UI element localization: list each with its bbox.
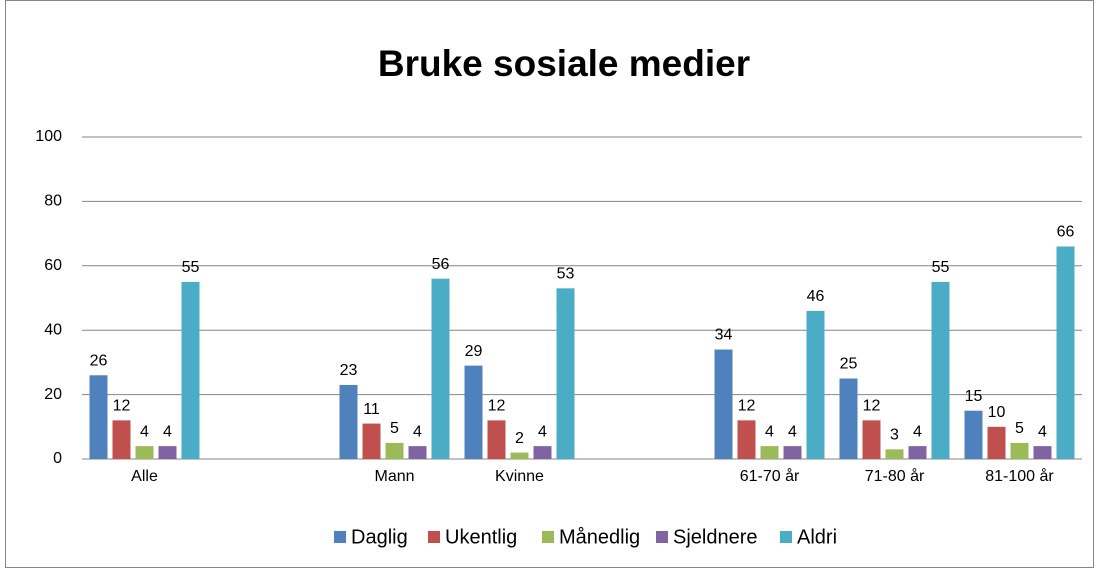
data-label: 4: [163, 423, 172, 440]
bar: [737, 420, 756, 459]
bar: [908, 446, 927, 459]
data-label: 12: [113, 398, 131, 415]
bar: [135, 446, 154, 459]
bar: [964, 410, 983, 459]
data-label: 5: [390, 420, 399, 437]
bar: [533, 446, 552, 459]
data-label: 15: [965, 388, 983, 405]
data-label: 4: [538, 423, 547, 440]
bar: [885, 449, 904, 459]
data-label: 23: [340, 362, 358, 379]
bar: [806, 310, 825, 459]
bar: [431, 278, 450, 459]
data-label: 12: [863, 398, 881, 415]
x-tick-label: Alle: [131, 468, 158, 485]
data-label: 4: [765, 423, 774, 440]
legend-label: Daglig: [351, 526, 408, 548]
bar: [112, 420, 131, 459]
y-tick-label: 0: [53, 450, 62, 467]
data-label: 12: [738, 398, 756, 415]
data-label: 66: [1057, 224, 1075, 241]
data-label: 2: [515, 430, 524, 447]
legend-swatch: [428, 531, 440, 543]
bar: [89, 375, 108, 459]
data-label: 25: [840, 356, 858, 373]
data-label: 29: [465, 343, 483, 360]
data-label: 55: [932, 259, 950, 276]
bar: [487, 420, 506, 459]
bar: [510, 452, 529, 459]
bar: [408, 446, 427, 459]
data-label: 26: [90, 352, 108, 369]
bar: [556, 288, 575, 459]
x-tick-label: 61-70 år: [740, 467, 800, 485]
bar: [362, 423, 381, 459]
y-tick-label: 40: [44, 321, 62, 338]
legend-label: Sjeldnere: [673, 526, 758, 548]
legend-label: Ukentlig: [445, 526, 517, 548]
data-label: 4: [413, 423, 422, 440]
x-tick-label: Mann: [374, 468, 414, 485]
data-label: 4: [140, 423, 149, 440]
bar: [464, 365, 483, 459]
bar: [1033, 446, 1052, 459]
legend-swatch: [334, 531, 346, 543]
bar: [181, 281, 200, 459]
data-label: 3: [890, 427, 899, 444]
chart-title: Bruke sosiale medier: [378, 43, 750, 84]
data-label: 5: [1015, 420, 1024, 437]
bar: [783, 446, 802, 459]
legend-label: Aldri: [797, 526, 837, 548]
y-tick-label: 60: [44, 257, 62, 274]
bar: [931, 281, 950, 459]
x-tick-label: 81-100 år: [985, 467, 1054, 485]
y-tick-label: 80: [44, 193, 62, 210]
x-tick-label: Kvinne: [495, 468, 544, 485]
data-label: 4: [913, 423, 922, 440]
bar: [158, 446, 177, 459]
data-label: 10: [988, 404, 1006, 421]
data-label: 56: [432, 256, 450, 273]
data-label: 4: [788, 423, 797, 440]
data-label: 12: [488, 398, 506, 415]
bar: [862, 420, 881, 459]
bar: [760, 446, 779, 459]
y-tick-label: 20: [44, 386, 62, 403]
bar: [1056, 246, 1075, 459]
data-label: 34: [715, 327, 733, 344]
data-label: 11: [363, 401, 380, 418]
bar: [1010, 442, 1029, 459]
legend-swatch: [542, 531, 554, 543]
data-label: 55: [182, 259, 200, 276]
legend-label: Månedlig: [559, 526, 640, 548]
y-tick-label: 100: [35, 128, 62, 145]
bar: [714, 349, 733, 459]
bar: [385, 442, 404, 459]
bar: [339, 384, 358, 459]
bar: [987, 426, 1006, 459]
chart-frame: [5, 0, 1094, 568]
bar: [839, 378, 858, 459]
legend-swatch: [780, 531, 792, 543]
data-label: 4: [1038, 423, 1047, 440]
x-tick-label: 71-80 år: [865, 467, 925, 485]
data-label: 53: [557, 266, 575, 283]
legend-swatch: [656, 531, 668, 543]
data-label: 46: [807, 288, 825, 305]
